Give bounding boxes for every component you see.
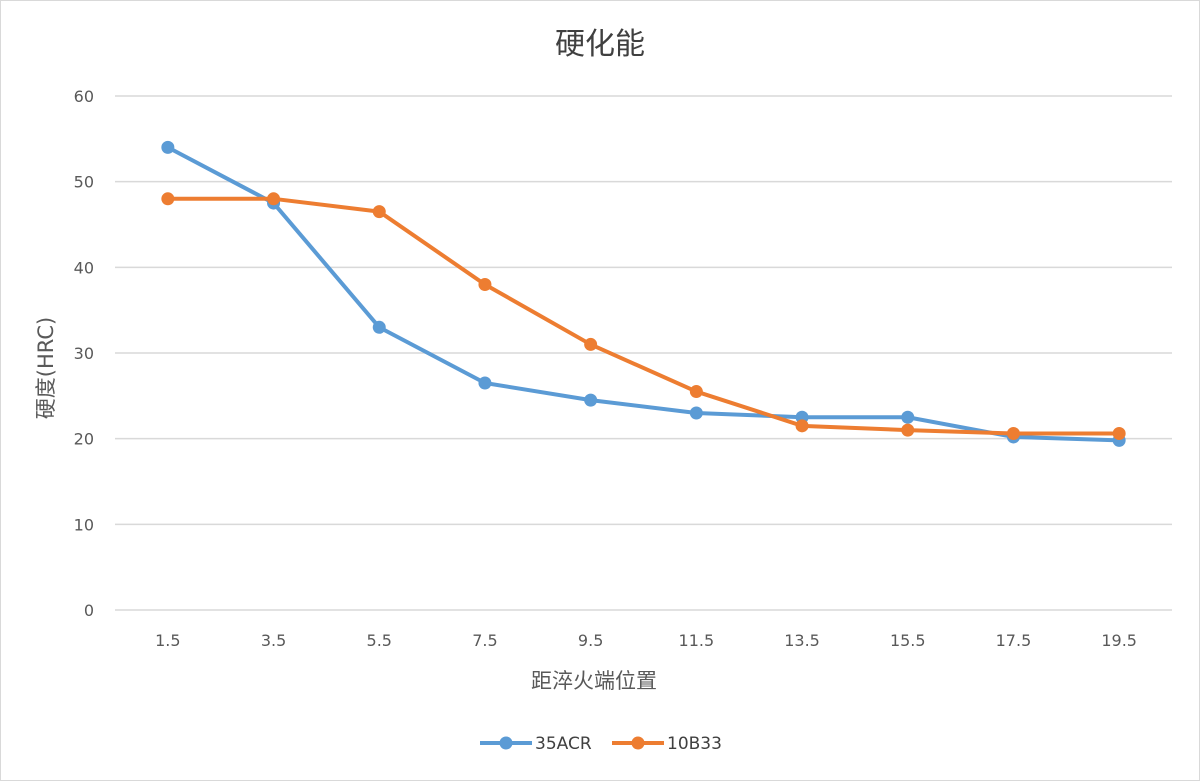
y-axis-label: 硬度(HRC)	[34, 317, 58, 419]
y-tick-labels: 0 10 20 30 40 50 60	[74, 87, 94, 620]
chart-title: 硬化能	[555, 27, 645, 62]
y-tick-label: 20	[74, 430, 94, 449]
data-point	[901, 423, 915, 437]
legend-swatch-marker	[499, 736, 513, 750]
x-tick-label: 3.5	[261, 631, 286, 650]
x-tick-label: 17.5	[996, 631, 1032, 650]
data-point	[689, 385, 703, 399]
data-point	[584, 337, 598, 351]
data-point	[372, 320, 386, 334]
x-tick-label: 9.5	[578, 631, 603, 650]
y-tick-label: 50	[74, 173, 94, 192]
legend-swatch-marker	[631, 736, 645, 750]
x-tick-label: 7.5	[472, 631, 497, 650]
y-tick-label: 30	[74, 344, 94, 363]
data-point	[478, 277, 492, 291]
x-axis-label: 距淬火端位置	[531, 669, 657, 693]
data-point	[901, 410, 915, 424]
data-point	[689, 406, 703, 420]
gridlines	[115, 95, 1172, 611]
x-tick-label: 5.5	[367, 631, 392, 650]
x-tick-label: 1.5	[155, 631, 180, 650]
data-point	[584, 393, 598, 407]
legend: 35ACR 10B33	[480, 734, 722, 754]
data-point	[267, 192, 281, 206]
series-35ACR	[161, 140, 1126, 447]
legend-label: 10B33	[667, 734, 722, 754]
x-tick-label: 15.5	[890, 631, 926, 650]
data-point	[372, 205, 386, 219]
y-tick-label: 60	[74, 87, 94, 106]
x-tick-label: 19.5	[1101, 631, 1137, 650]
y-tick-label: 0	[84, 601, 94, 620]
y-tick-label: 10	[74, 515, 94, 534]
data-point	[795, 419, 809, 433]
legend-label: 35ACR	[535, 734, 592, 754]
series-group	[161, 140, 1126, 447]
x-tick-labels: 1.5 3.5 5.5 7.5 9.5 11.5 13.5 15.5 17.5 19.5	[155, 631, 1137, 650]
y-tick-label: 40	[74, 258, 94, 277]
series-line	[167, 196, 1120, 436]
x-tick-label: 13.5	[784, 631, 820, 650]
data-point	[1006, 427, 1020, 441]
data-point	[1112, 427, 1126, 441]
series-10B33	[161, 192, 1126, 441]
data-point	[161, 140, 175, 154]
series-line	[166, 145, 1120, 443]
x-tick-label: 11.5	[679, 631, 715, 650]
data-point	[478, 376, 492, 390]
data-point	[161, 192, 175, 206]
